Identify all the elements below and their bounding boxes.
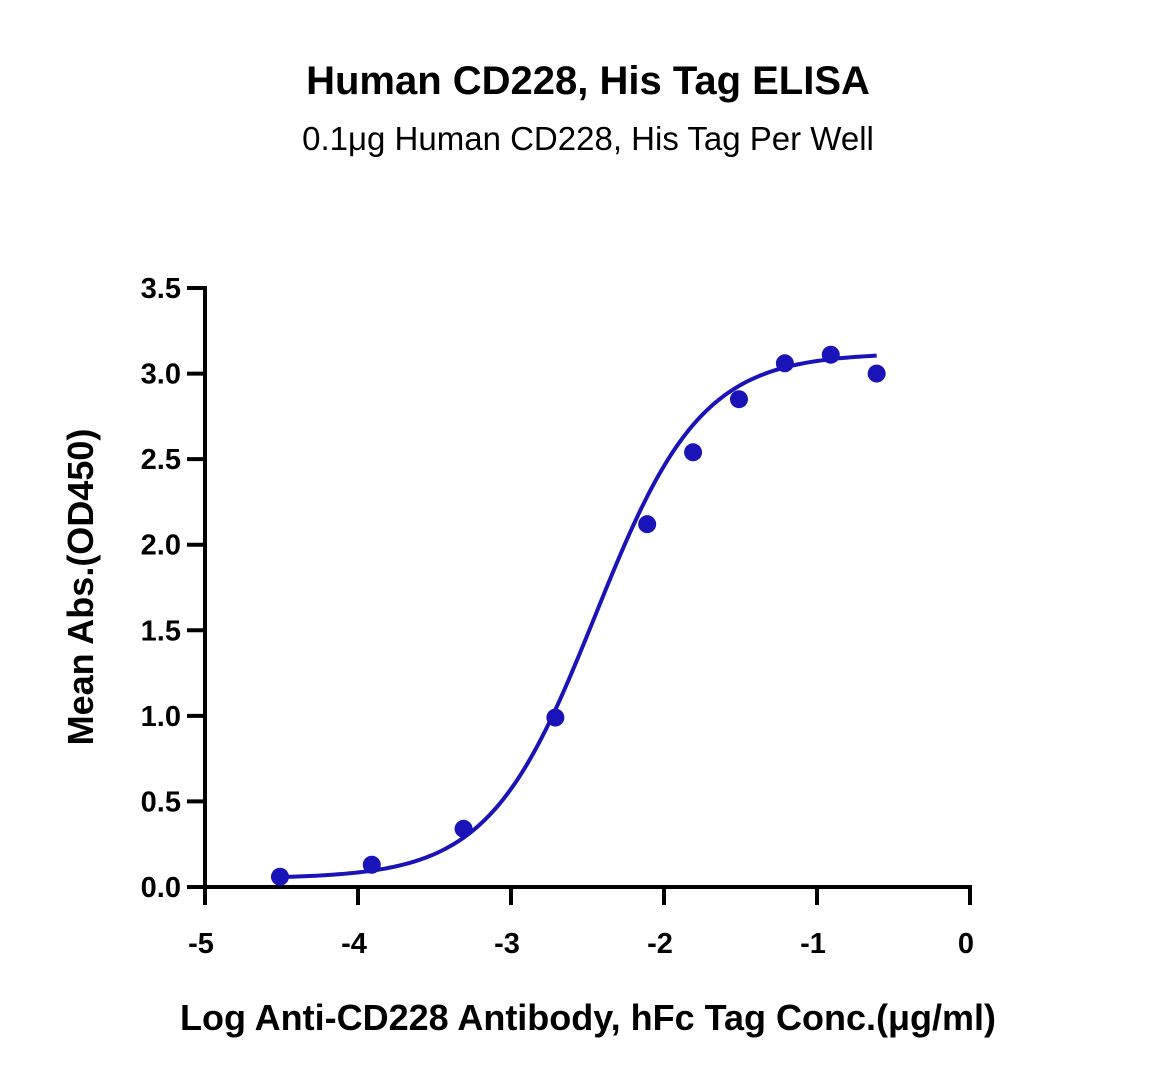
y-axis: 0.0 0.5 1.0 1.5 2.0 2.5 3.0 3.5 — [141, 273, 207, 904]
y-tick-label: 1.5 — [141, 615, 181, 647]
y-tick-label: 2.0 — [141, 530, 181, 562]
y-tick-label: 1.0 — [141, 701, 181, 733]
data-point — [867, 364, 886, 383]
y-tick-label: 0.5 — [141, 786, 181, 818]
x-tick-label: -5 — [188, 928, 214, 960]
chart-subtitle: 0.1μg Human CD228, His Tag Per Well — [302, 120, 874, 157]
x-axis: -5 -4 -3 -2 -1 0 — [188, 885, 974, 960]
y-tick-label: 3.5 — [141, 273, 181, 305]
data-point — [775, 354, 794, 373]
data-point — [821, 345, 840, 364]
data-point — [362, 855, 381, 874]
data-point — [729, 390, 748, 409]
y-tick-label: 0.0 — [141, 872, 181, 904]
data-point — [454, 819, 473, 838]
fit-curve — [279, 353, 877, 880]
y-axis-title: Mean Abs.(OD450) — [60, 429, 101, 746]
x-axis-title: Log Anti-CD228 Antibody, hFc Tag Conc.(μ… — [180, 997, 996, 1038]
y-tick-label: 3.0 — [141, 359, 181, 391]
data-point — [684, 443, 703, 462]
chart-title: Human CD228, His Tag ELISA — [306, 59, 870, 103]
data-point — [270, 867, 289, 886]
data-point — [546, 708, 565, 727]
data-point — [638, 515, 657, 534]
x-tick-label: -1 — [800, 928, 826, 960]
x-tick-label: -2 — [647, 928, 673, 960]
x-tick-label: -3 — [494, 928, 520, 960]
x-tick-label: -4 — [341, 928, 367, 960]
plot-area — [270, 345, 886, 886]
y-tick-label: 2.5 — [141, 444, 181, 476]
x-tick-label: 0 — [958, 928, 974, 960]
